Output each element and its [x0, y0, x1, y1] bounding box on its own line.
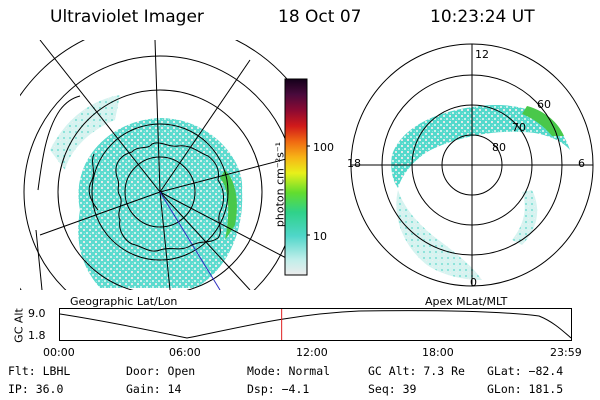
status-filter: Flt: LBHL — [8, 364, 71, 378]
altitude-tick-high: 9.0 — [28, 307, 46, 320]
colorbar-tick-100: 100 — [313, 141, 334, 154]
mlt-label-18: 18 — [347, 157, 361, 170]
status-dsp: Dsp: −4.1 — [247, 382, 310, 396]
mlat-label-60: 60 — [537, 98, 551, 111]
altitude-curve — [59, 310, 572, 339]
mlt-panel-title: Apex MLat/MLT — [425, 295, 508, 308]
coastline — [115, 142, 224, 252]
mlt-polar-plot — [350, 43, 594, 287]
status-gain: Gain: 14 — [126, 382, 182, 396]
mlt-label-0: 0 — [470, 276, 477, 289]
altitude-tick-low: 1.8 — [28, 329, 46, 342]
status-mode: Mode: Normal — [247, 364, 331, 378]
mlat-label-80: 80 — [492, 141, 506, 154]
mlat-label-70: 70 — [512, 121, 526, 134]
colorbar-unit-label: photon cm⁻²s⁻¹ — [273, 141, 287, 228]
status-glon: GLon: 181.5 — [487, 382, 564, 396]
altitude-axis-label: GC Alt — [12, 308, 26, 343]
time-tick-1800: 18:00 — [422, 346, 454, 359]
status-ip: IP: 36.0 — [8, 382, 64, 396]
sun-direction-line — [159, 191, 221, 290]
colorbar-tick-10: 10 — [313, 230, 327, 243]
altitude-strip — [59, 308, 572, 341]
status-glat: GLat: −82.4 — [487, 364, 564, 378]
status-gc-alt: GC Alt: 7.3 Re — [368, 364, 465, 378]
time-tick-0000: 00:00 — [43, 346, 75, 359]
status-seq: Seq: 39 — [368, 382, 417, 396]
geo-panel-title: Geographic Lat/Lon — [70, 295, 178, 308]
time-tick-1200: 12:00 — [296, 346, 328, 359]
mlt-label-12: 12 — [475, 48, 489, 61]
aurora-emission-mlt — [391, 104, 570, 188]
status-door: Door: Open — [126, 364, 196, 378]
instrument-title: Ultraviolet Imager — [50, 7, 204, 27]
observation-date: 18 Oct 07 — [278, 7, 362, 27]
observation-time: 10:23:24 UT — [430, 7, 535, 27]
colorbar — [284, 78, 310, 276]
mlt-label-6: 6 — [578, 157, 585, 170]
time-tick-0600: 06:00 — [169, 346, 201, 359]
time-tick-2359: 23:59 — [550, 346, 582, 359]
geographic-map — [20, 40, 290, 290]
